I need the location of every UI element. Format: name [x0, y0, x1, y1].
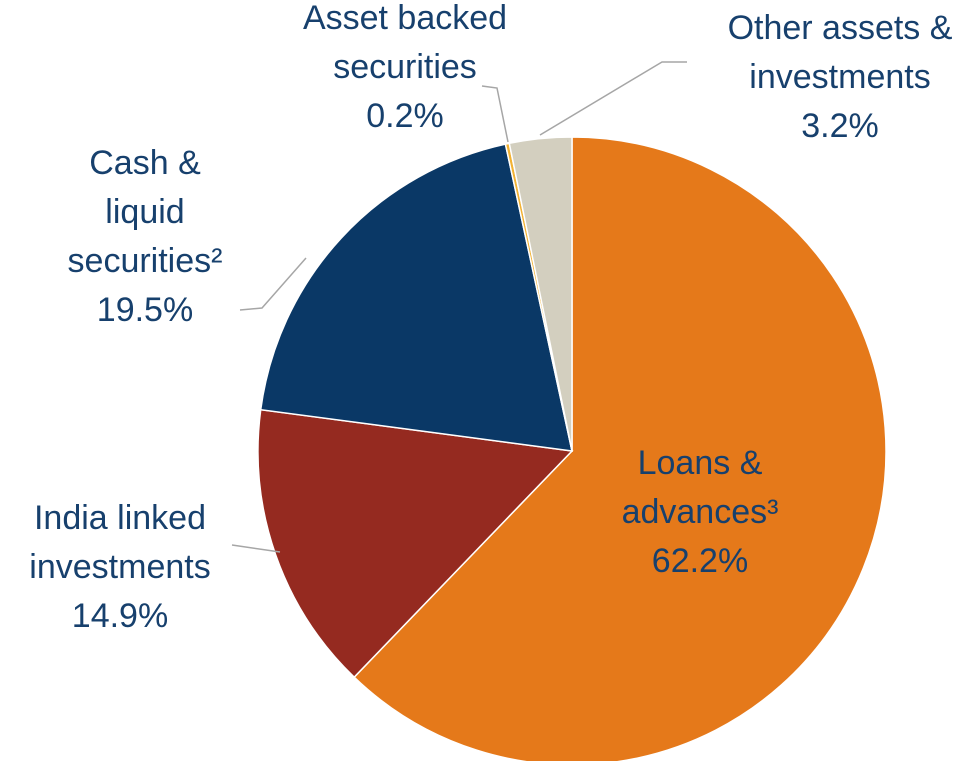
slice-value-label: 14.9% — [72, 597, 168, 635]
leader-line — [239, 257, 307, 311]
pie-slice — [353, 136, 887, 761]
slice-label: Other assets & investments — [728, 9, 953, 96]
slice-label: Asset backed securities — [303, 0, 507, 86]
slice-value-label: 62.2% — [652, 542, 748, 580]
pie-slice — [257, 408, 574, 679]
slice-value-label: 3.2% — [801, 107, 879, 145]
pie-slice — [259, 143, 573, 452]
slice-label: Loans & advances³ — [622, 444, 779, 531]
leader-line — [539, 61, 687, 136]
leader-line — [481, 85, 509, 143]
leader-line — [231, 544, 281, 553]
slice-label: Cash & liquid securities² — [68, 144, 223, 280]
slice-label: India linked investments — [29, 499, 210, 586]
slice-value-label: 0.2% — [366, 97, 444, 135]
pie-slice — [508, 136, 573, 452]
slice-value-label: 19.5% — [97, 291, 193, 329]
